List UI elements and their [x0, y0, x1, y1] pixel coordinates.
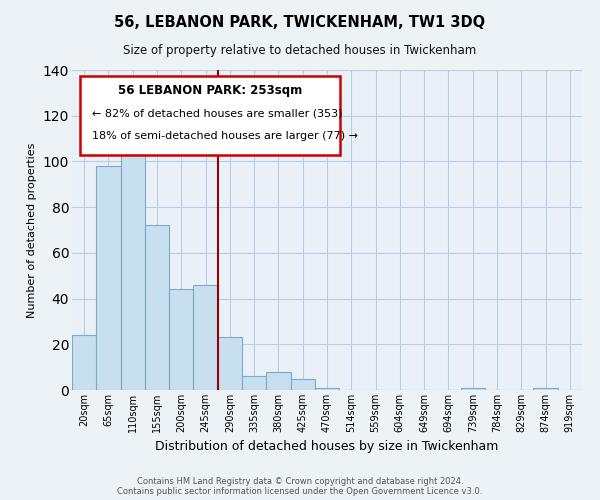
- Bar: [266, 372, 290, 390]
- Bar: [242, 376, 266, 390]
- Text: ← 82% of detached houses are smaller (353): ← 82% of detached houses are smaller (35…: [92, 108, 343, 118]
- Text: 56, LEBANON PARK, TWICKENHAM, TW1 3DQ: 56, LEBANON PARK, TWICKENHAM, TW1 3DQ: [115, 15, 485, 30]
- Text: Contains HM Land Registry data © Crown copyright and database right 2024.: Contains HM Land Registry data © Crown c…: [137, 477, 463, 486]
- Bar: [290, 378, 315, 390]
- FancyBboxPatch shape: [80, 76, 340, 155]
- Text: 56 LEBANON PARK: 253sqm: 56 LEBANON PARK: 253sqm: [118, 84, 302, 98]
- Bar: [533, 388, 558, 390]
- Bar: [169, 290, 193, 390]
- Y-axis label: Number of detached properties: Number of detached properties: [27, 142, 37, 318]
- Text: Contains public sector information licensed under the Open Government Licence v3: Contains public sector information licen…: [118, 487, 482, 496]
- Bar: [145, 226, 169, 390]
- X-axis label: Distribution of detached houses by size in Twickenham: Distribution of detached houses by size …: [155, 440, 499, 454]
- Bar: [218, 338, 242, 390]
- Bar: [315, 388, 339, 390]
- Text: Size of property relative to detached houses in Twickenham: Size of property relative to detached ho…: [124, 44, 476, 57]
- Text: 18% of semi-detached houses are larger (77) →: 18% of semi-detached houses are larger (…: [92, 131, 358, 141]
- Bar: [72, 335, 96, 390]
- Bar: [193, 285, 218, 390]
- Bar: [461, 388, 485, 390]
- Bar: [121, 146, 145, 390]
- Bar: [96, 166, 121, 390]
